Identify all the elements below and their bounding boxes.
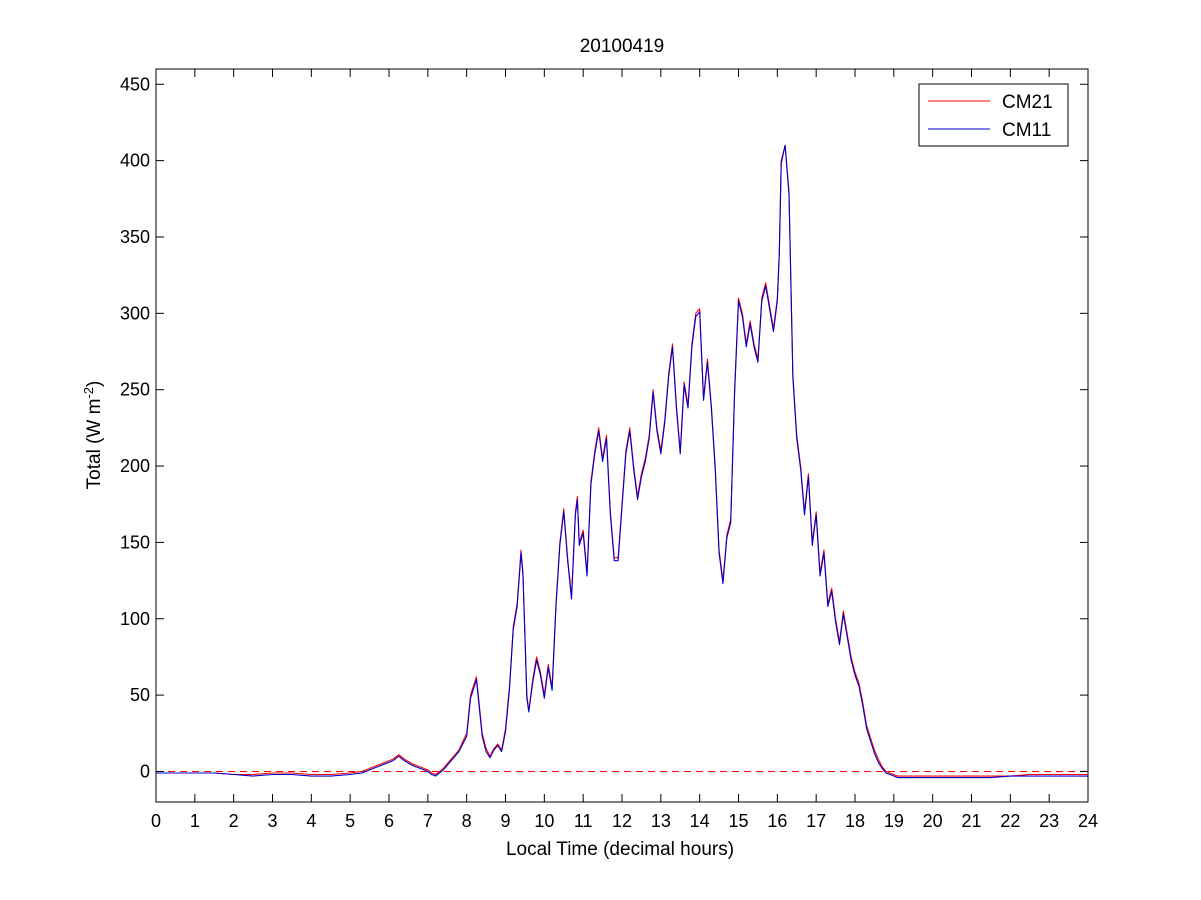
x-tick-label: 4 <box>306 811 316 831</box>
x-tick-label: 0 <box>151 811 161 831</box>
y-tick-label: 100 <box>120 609 150 629</box>
x-tick-label: 18 <box>845 811 865 831</box>
x-tick-label: 8 <box>462 811 472 831</box>
plot-area <box>156 69 1088 802</box>
x-tick-label: 9 <box>500 811 510 831</box>
x-tick-label: 7 <box>423 811 433 831</box>
x-tick-label: 6 <box>384 811 394 831</box>
x-tick-label: 11 <box>574 811 593 831</box>
x-tick-label: 16 <box>767 811 787 831</box>
y-axis-label-suffix: ) <box>84 381 105 387</box>
plot-frame <box>155 68 1089 803</box>
x-tick-label: 22 <box>1000 811 1020 831</box>
x-tick-label: 5 <box>345 811 355 831</box>
legend-label-cm21: CM21 <box>1002 92 1053 113</box>
x-tick-label: 21 <box>961 811 981 831</box>
y-axis-label-superscript: -2 <box>81 387 96 399</box>
y-tick-label: 150 <box>120 532 150 552</box>
y-tick-label: 250 <box>120 380 150 400</box>
y-tick-label: 0 <box>140 761 150 781</box>
y-axis-label: Total (W m-2) <box>81 381 106 490</box>
series-line-cm11 <box>156 144 1088 779</box>
x-tick-label: 17 <box>806 811 826 831</box>
legend: CM21 CM11 <box>918 83 1069 147</box>
x-tick-label: 13 <box>651 811 671 831</box>
x-tick-label: 3 <box>267 811 277 831</box>
x-axis-label: Local Time (decimal hours) <box>506 839 734 860</box>
x-tick-label: 19 <box>884 811 904 831</box>
x-tick-label: 23 <box>1039 811 1059 831</box>
x-tick-label: 1 <box>190 811 200 831</box>
x-tick-label: 14 <box>690 811 710 831</box>
y-tick-labels: 0 50 100 150 200 250 300 350 400 450 <box>120 74 150 781</box>
x-tick-label: 24 <box>1078 811 1098 831</box>
y-axis-label-prefix: Total (W m <box>84 399 105 490</box>
x-tick-label: 15 <box>728 811 748 831</box>
legend-box <box>918 83 1069 147</box>
x-tick-label: 12 <box>612 811 632 831</box>
legend-label-cm11: CM11 <box>1002 120 1051 141</box>
series-group <box>156 144 1088 779</box>
x-tick-labels: 0 1 2 3 4 5 6 7 8 9 10 11 12 13 14 15 16 17 18 19 20 21 22 23 24 <box>151 811 1098 831</box>
y-tick-label: 50 <box>130 685 150 705</box>
y-tick-label: 200 <box>120 456 150 476</box>
y-tick-label: 400 <box>120 151 150 171</box>
y-tick-label: 450 <box>120 74 150 94</box>
y-tick-label: 350 <box>120 227 150 247</box>
x-tick-label: 2 <box>229 811 239 831</box>
y-tick-label: 300 <box>120 303 150 323</box>
x-tick-label: 20 <box>923 811 943 831</box>
x-tick-label: 10 <box>534 811 554 831</box>
chart-title: 20100419 <box>580 36 665 57</box>
